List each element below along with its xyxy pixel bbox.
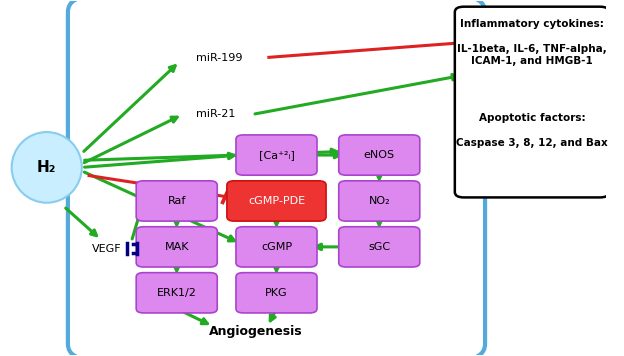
Text: VEGF: VEGF — [92, 244, 122, 253]
Text: Apoptotic factors:: Apoptotic factors: — [479, 113, 585, 123]
FancyBboxPatch shape — [227, 181, 326, 221]
Text: MAK: MAK — [165, 242, 189, 252]
Text: sGC: sGC — [368, 242, 391, 252]
Text: ERK1/2: ERK1/2 — [157, 288, 197, 298]
FancyBboxPatch shape — [136, 227, 217, 267]
Text: H₂: H₂ — [37, 160, 56, 175]
FancyBboxPatch shape — [136, 273, 217, 313]
Text: Inflammatory cytokines:: Inflammatory cytokines: — [460, 19, 604, 29]
Ellipse shape — [12, 132, 82, 203]
Text: cGMP-PDE: cGMP-PDE — [248, 196, 305, 206]
FancyBboxPatch shape — [236, 227, 317, 267]
Text: cGMP: cGMP — [261, 242, 292, 252]
FancyBboxPatch shape — [339, 181, 420, 221]
Text: PKG: PKG — [265, 288, 288, 298]
Text: miR-21: miR-21 — [197, 109, 236, 119]
FancyBboxPatch shape — [68, 0, 485, 356]
Text: miR-199: miR-199 — [196, 53, 242, 63]
FancyBboxPatch shape — [236, 273, 317, 313]
FancyBboxPatch shape — [236, 135, 317, 175]
Text: IL-1beta, IL-6, TNF-alpha,
ICAM-1, and HMGB-1: IL-1beta, IL-6, TNF-alpha, ICAM-1, and H… — [457, 44, 607, 66]
Text: Angiogenesis: Angiogenesis — [208, 325, 302, 338]
Text: Raf: Raf — [167, 196, 186, 206]
Text: [Ca⁺²ᵢ]: [Ca⁺²ᵢ] — [258, 150, 295, 160]
Text: Caspase 3, 8, 12, and Bax: Caspase 3, 8, 12, and Bax — [456, 137, 608, 148]
FancyBboxPatch shape — [339, 135, 420, 175]
FancyBboxPatch shape — [136, 181, 217, 221]
FancyBboxPatch shape — [455, 7, 609, 198]
Text: NO₂: NO₂ — [368, 196, 390, 206]
FancyBboxPatch shape — [339, 227, 420, 267]
Text: eNOS: eNOS — [364, 150, 395, 160]
